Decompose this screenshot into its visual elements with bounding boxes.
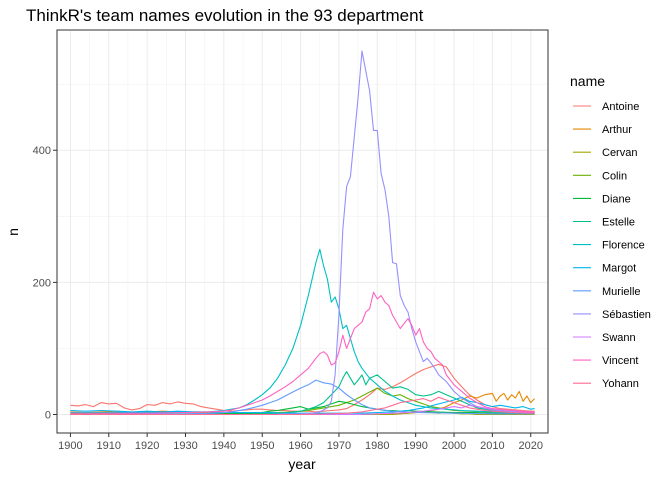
legend-label-margot: Margot (602, 263, 636, 275)
x-tick-label: 1970 (327, 440, 351, 452)
x-tick-label: 2000 (442, 440, 466, 452)
x-tick-label: 1900 (58, 440, 82, 452)
series-lines (70, 50, 535, 416)
y-tick-label: 0 (45, 410, 51, 422)
legend-items: Antoine Arthur Cervan Colin Diane Estelle Flor… (573, 101, 651, 390)
legend-label-antoine: Antoine (602, 101, 639, 113)
y-tick-label: 400 (33, 145, 51, 157)
series-line-yohann (70, 396, 535, 416)
x-tick-label: 1910 (97, 440, 121, 452)
major-gridlines (57, 30, 548, 433)
x-tick-label: 1930 (173, 440, 197, 452)
plot-panel-border (56, 29, 549, 434)
y-axis-ticks: 0 200 400 (33, 145, 57, 422)
y-axis-title: n (5, 228, 21, 236)
legend-label-diane: Diane (602, 193, 631, 205)
legend-label-murielle: Murielle (602, 286, 641, 298)
y-tick-label: 200 (33, 277, 51, 289)
legend-label-arthur: Arthur (602, 124, 632, 136)
x-tick-label: 1990 (403, 440, 427, 452)
legend-title: name (570, 73, 605, 89)
x-tick-label: 1950 (250, 440, 274, 452)
x-tick-label: 1940 (212, 440, 236, 452)
x-axis-title: year (288, 456, 316, 472)
x-tick-label: 1920 (135, 440, 159, 452)
series-line-murielle (70, 379, 535, 416)
plot-panel (57, 30, 548, 433)
legend-label-cervan: Cervan (602, 147, 637, 159)
x-axis-ticks: 1900 1910 1920 1930 1940 1950 1960 1970 1980 1990… (58, 433, 543, 452)
series-line-s-bastien (70, 50, 535, 416)
legend-label-colin: Colin (602, 170, 627, 182)
legend-label-vincent: Vincent (602, 355, 639, 367)
x-tick-label: 2010 (480, 440, 504, 452)
legend: name Antoine Arthur Cervan Colin Diane Estell… (570, 73, 651, 390)
legend-label-swann: Swann (602, 332, 636, 344)
chart-title: ThinkR's team names evolution in the 93 … (26, 6, 424, 25)
series-line-vincent (70, 291, 535, 414)
x-tick-label: 1980 (365, 440, 389, 452)
series-line-diane (70, 400, 535, 416)
x-tick-label: 2020 (518, 440, 542, 452)
legend-label-s-bastien: Sébastien (602, 309, 651, 321)
x-tick-label: 1960 (288, 440, 312, 452)
legend-label-florence: Florence (602, 240, 645, 252)
legend-label-yohann: Yohann (602, 378, 639, 390)
legend-label-estelle: Estelle (602, 217, 635, 229)
